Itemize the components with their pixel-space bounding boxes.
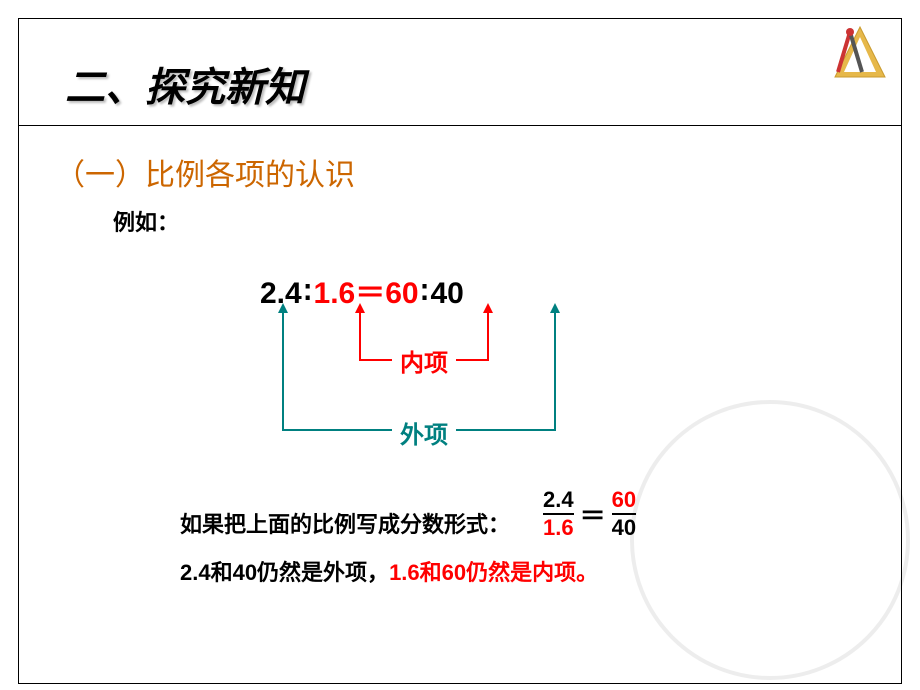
conclusion-part2: 1.6和60仍然是内项。 [389, 560, 598, 585]
conclusion-text: 2.4和40仍然是外项，1.6和60仍然是内项。 [180, 555, 598, 587]
frac2-numerator: 60 [612, 488, 636, 512]
fraction-equation: 2.4 1.6 ＝ 60 40 [543, 488, 636, 540]
frac1-numerator: 2.4 [543, 488, 574, 512]
inner-term-label: 内项 [400, 343, 448, 378]
fraction-intro-text: 如果把上面的比例写成分数形式： [180, 507, 510, 539]
conclusion-part1: 2.4和40仍然是外项， [180, 560, 389, 585]
frac-equals: ＝ [574, 496, 612, 533]
frac2-denominator: 40 [612, 516, 636, 540]
outer-term-label: 外项 [400, 415, 448, 450]
frac1-denominator: 1.6 [543, 516, 574, 540]
